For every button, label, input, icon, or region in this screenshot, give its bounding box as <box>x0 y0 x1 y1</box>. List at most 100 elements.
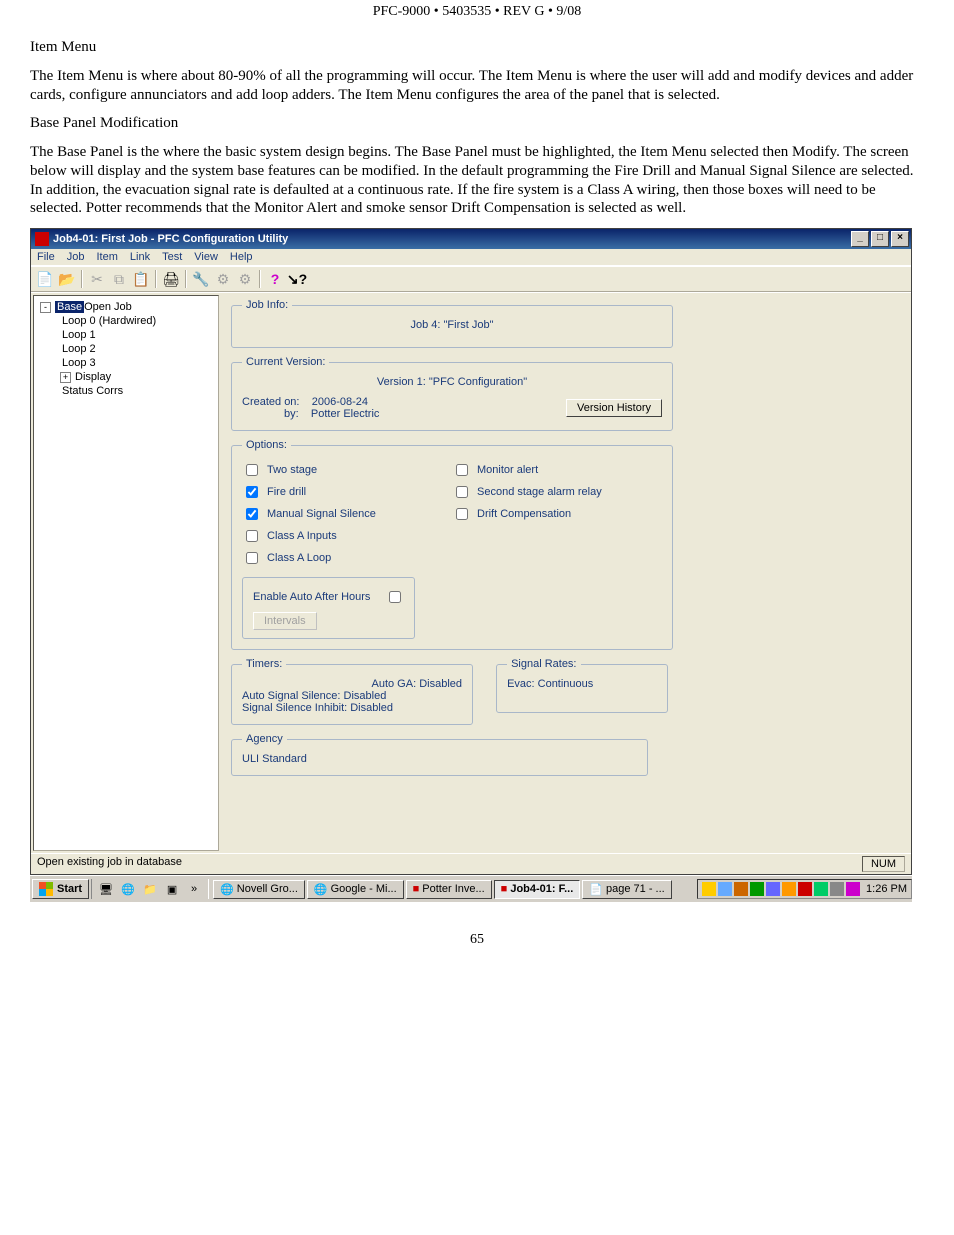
checkbox-enable-auto-after-hours[interactable]: Enable Auto After Hours <box>253 586 404 612</box>
signal-rate-evac: Evac: Continuous <box>507 678 657 690</box>
agency-value: ULI Standard <box>242 753 637 765</box>
expand-icon[interactable]: + <box>60 372 71 383</box>
quick-launch-app-icon[interactable]: ▣ <box>162 879 182 899</box>
quick-launch-more-icon[interactable]: » <box>184 879 204 899</box>
start-button[interactable]: Start <box>32 879 89 899</box>
menubar: File Job Item Link Test View Help <box>31 249 911 266</box>
current-version-group: Current Version: Version 1: "PFC Configu… <box>231 356 673 431</box>
job-info-group: Job Info: Job 4: "First Job" <box>231 299 673 348</box>
tray-icon[interactable] <box>718 882 732 896</box>
copy-icon[interactable]: ⧉ <box>109 269 129 289</box>
window-title: Job4-01: First Job - PFC Configuration U… <box>53 233 288 245</box>
help-icon[interactable]: ? <box>265 269 285 289</box>
statusbar-message: Open existing job in database <box>37 856 182 872</box>
timer-auto-signal-silence: Auto Signal Silence: Disabled <box>242 690 462 702</box>
checkbox-monitor-alert[interactable]: Monitor alert <box>452 459 662 481</box>
quick-launch-explorer-icon[interactable]: 📁 <box>140 879 160 899</box>
new-icon[interactable]: 📄 <box>35 269 55 289</box>
checkbox-two-stage[interactable]: Two stage <box>242 459 452 481</box>
checkbox-drift-compensation[interactable]: Drift Compensation <box>452 503 662 525</box>
checkbox-second-stage-alarm-relay[interactable]: Second stage alarm relay <box>452 481 662 503</box>
menu-help[interactable]: Help <box>230 251 253 263</box>
version-history-button[interactable]: Version History <box>566 399 662 417</box>
document-body: Item Menu The Item Menu is where about 8… <box>0 38 954 218</box>
tray-icon[interactable] <box>766 882 780 896</box>
tool-icon-2[interactable]: ⚙ <box>213 269 233 289</box>
created-on-row: Created on: 2006-08-24 <box>242 396 566 408</box>
checkbox-class-a-loop[interactable]: Class A Loop <box>242 547 452 569</box>
para-item-menu: The Item Menu is where about 80-90% of a… <box>30 67 924 105</box>
heading-base-panel: Base Panel Modification <box>30 114 924 133</box>
app-window: Job4-01: First Job - PFC Configuration U… <box>30 228 912 875</box>
tree-node-loop1[interactable]: Loop 1 <box>36 328 216 342</box>
current-version-legend: Current Version: <box>242 356 329 368</box>
close-button[interactable]: × <box>891 231 909 247</box>
tray-icon[interactable] <box>830 882 844 896</box>
checkbox-manual-signal-silence[interactable]: Manual Signal Silence <box>242 503 452 525</box>
task-novell[interactable]: 🌐Novell Gro... <box>213 880 305 899</box>
minimize-button[interactable]: _ <box>851 231 869 247</box>
statusbar: Open existing job in database NUM <box>31 853 911 874</box>
signal-rates-group: Signal Rates: Evac: Continuous <box>496 658 668 713</box>
checkbox-class-a-inputs[interactable]: Class A Inputs <box>242 525 452 547</box>
tray-clock: 1:26 PM <box>862 883 907 895</box>
context-help-icon[interactable]: ↘? <box>287 269 307 289</box>
collapse-icon[interactable]: - <box>40 302 51 313</box>
tree-node-status-corrs[interactable]: Status Corrs <box>36 384 216 398</box>
menu-item[interactable]: Item <box>96 251 117 263</box>
timers-group: Timers: Auto GA: Disabled Auto Signal Si… <box>231 658 473 725</box>
task-buttons: 🌐Novell Gro... 🌐Google - Mi... ■Potter I… <box>209 880 697 899</box>
quick-launch-desktop-icon[interactable]: 🖥 <box>96 879 116 899</box>
agency-legend: Agency <box>242 733 287 745</box>
options-legend: Options: <box>242 439 291 451</box>
version-label: Version 1: "PFC Configuration" <box>242 376 662 396</box>
tray-icon[interactable] <box>846 882 860 896</box>
tray-icon[interactable] <box>750 882 764 896</box>
tree-node-display[interactable]: +Display <box>36 370 216 384</box>
task-job4[interactable]: ■Job4-01: F... <box>494 880 581 899</box>
job-name-label: Job 4: "First Job" <box>242 319 662 337</box>
titlebar: Job4-01: First Job - PFC Configuration U… <box>31 229 911 249</box>
tree-node-loop2[interactable]: Loop 2 <box>36 342 216 356</box>
menu-job[interactable]: Job <box>67 251 85 263</box>
task-page71[interactable]: 📄page 71 - ... <box>582 880 671 899</box>
windows-logo-icon <box>39 882 53 896</box>
task-potter[interactable]: ■Potter Inve... <box>406 880 492 899</box>
page-number: 65 <box>0 902 954 958</box>
app-content: -BaseOpen Job Loop 0 (Hardwired) Loop 1 … <box>31 292 911 853</box>
tray-icon[interactable] <box>814 882 828 896</box>
doc-header: PFC-9000 • 5403535 • REV G • 9/08 <box>0 0 954 38</box>
tray-icon[interactable] <box>782 882 796 896</box>
statusbar-numlock: NUM <box>862 856 905 872</box>
tray-icon[interactable] <box>702 882 716 896</box>
tree-node-loop3[interactable]: Loop 3 <box>36 356 216 370</box>
heading-item-menu: Item Menu <box>30 38 924 57</box>
menu-link[interactable]: Link <box>130 251 150 263</box>
intervals-button[interactable]: Intervals <box>253 612 317 630</box>
maximize-button[interactable]: □ <box>871 231 889 247</box>
menu-test[interactable]: Test <box>162 251 182 263</box>
menu-view[interactable]: View <box>194 251 218 263</box>
tray-icon[interactable] <box>798 882 812 896</box>
created-by-row: by: Potter Electric <box>242 408 566 420</box>
timer-signal-silence-inhibit: Signal Silence Inhibit: Disabled <box>242 702 462 714</box>
task-google[interactable]: 🌐Google - Mi... <box>307 880 404 899</box>
open-icon[interactable]: 📂 <box>57 269 77 289</box>
agency-group: Agency ULI Standard <box>231 733 648 776</box>
quick-launch-ie-icon[interactable]: 🌐 <box>118 879 138 899</box>
checkbox-fire-drill[interactable]: Fire drill <box>242 481 452 503</box>
cut-icon[interactable]: ✂ <box>87 269 107 289</box>
signal-rates-legend: Signal Rates: <box>507 658 580 670</box>
tray-icon[interactable] <box>734 882 748 896</box>
tree-root[interactable]: -BaseOpen Job <box>36 300 216 314</box>
print-icon[interactable]: 🖨 <box>161 269 181 289</box>
tree-node-loop0[interactable]: Loop 0 (Hardwired) <box>36 314 216 328</box>
tool-icon-3[interactable]: ⚙ <box>235 269 255 289</box>
app-icon <box>35 232 49 246</box>
menu-file[interactable]: File <box>37 251 55 263</box>
tool-icon-1[interactable]: 🔧 <box>191 269 211 289</box>
timer-auto-ga: Auto GA: Disabled <box>242 678 462 690</box>
quick-launch: 🖥 🌐 📁 ▣ » <box>91 879 209 899</box>
paste-icon[interactable]: 📋 <box>131 269 151 289</box>
toolbar: 📄 📂 ✂ ⧉ 📋 🖨 🔧 ⚙ ⚙ ? ↘? <box>31 266 911 292</box>
